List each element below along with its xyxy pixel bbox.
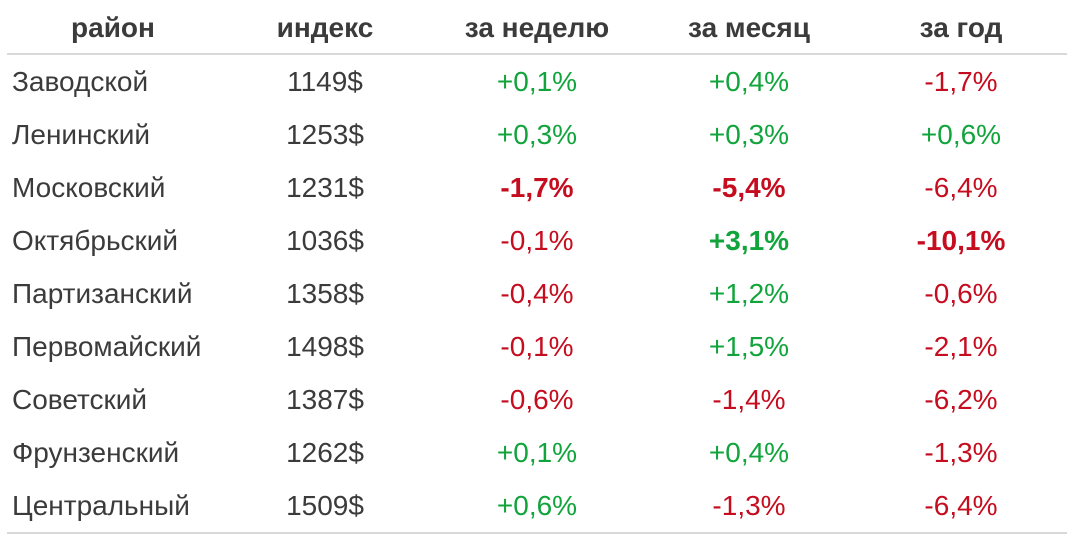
month-change-cell: +0,3%: [708, 119, 790, 150]
index-value-cell: 1358$: [286, 278, 364, 309]
year-change-cell: -6,4%: [855, 479, 1067, 534]
district-name-cell: Партизанский: [12, 278, 193, 309]
week-change-cell: -0,1%: [500, 225, 574, 256]
year-change-cell: -1,7%: [924, 66, 998, 97]
week-change-cell: -0,4%: [500, 278, 574, 309]
week-change-cell: -0,1%: [500, 331, 574, 362]
index-value-cell: 1149$: [287, 66, 363, 97]
table-row: Первомайский 1498$ -0,1% +1,5% -2,1%: [7, 320, 1067, 373]
month-change-cell: +3,1%: [708, 225, 790, 256]
district-name-cell: Ленинский: [12, 119, 151, 150]
index-value-cell: 1231$: [286, 172, 364, 203]
table-row: Московский 1231$ -1,7% -5,4% -6,4%: [7, 161, 1067, 214]
month-change-cell: -1,4%: [712, 384, 786, 415]
table-row: Заводской 1149$ +0,1% +0,4% -1,7%: [7, 54, 1067, 108]
month-change-cell: +1,5%: [708, 331, 790, 362]
week-change-cell: -0,6%: [500, 384, 574, 415]
district-name-cell: Октябрьский: [12, 225, 179, 256]
index-value-cell: 1387$: [286, 384, 364, 415]
month-change-cell: -1,3%: [643, 479, 855, 534]
index-value-cell: 1036$: [286, 225, 364, 256]
column-header-week: за неделю: [431, 0, 643, 55]
table-body: Заводской 1149$ +0,1% +0,4% -1,7% Ленинс…: [7, 54, 1067, 534]
table-row: Фрунзенский 1262$ +0,1% +0,4% -1,3%: [7, 426, 1067, 479]
table-row: Ленинский 1253$ +0,3% +0,3% +0,6%: [7, 108, 1067, 161]
week-change-cell: +0,3%: [496, 119, 578, 150]
district-name-cell: Первомайский: [12, 331, 202, 362]
district-price-index-table: район индекс за неделю за месяц за год З…: [7, 0, 1067, 534]
month-change-cell: +0,4%: [708, 437, 790, 468]
column-header-index: индекс: [219, 0, 431, 55]
week-change-cell: +0,1%: [496, 437, 578, 468]
district-price-index-widget: район индекс за неделю за месяц за год З…: [7, 0, 1067, 534]
index-value-cell: 1253$: [286, 119, 364, 150]
district-name-cell: Заводской: [12, 66, 149, 97]
district-name-cell: Центральный: [7, 479, 219, 534]
table-row: Центральный 1509$ +0,6% -1,3% -6,4%: [7, 479, 1067, 534]
table-row: Советский 1387$ -0,6% -1,4% -6,2%: [7, 373, 1067, 426]
month-change-cell: +0,4%: [708, 66, 790, 97]
week-change-cell: -1,7%: [500, 172, 574, 203]
district-name-cell: Московский: [12, 172, 166, 203]
month-change-cell: -5,4%: [712, 172, 786, 203]
year-change-cell: -6,2%: [924, 384, 998, 415]
table-header: район индекс за неделю за месяц за год: [7, 0, 1067, 55]
month-change-cell: +1,2%: [708, 278, 790, 309]
week-change-cell: +0,1%: [496, 66, 578, 97]
year-change-cell: -1,3%: [924, 437, 998, 468]
column-header-month: за месяц: [643, 0, 855, 55]
district-name-cell: Фрунзенский: [12, 437, 180, 468]
index-value-cell: 1509$: [219, 479, 431, 534]
table-row: Партизанский 1358$ -0,4% +1,2% -0,6%: [7, 267, 1067, 320]
week-change-cell: +0,6%: [431, 479, 643, 534]
year-change-cell: +0,6%: [920, 119, 1002, 150]
year-change-cell: -6,4%: [924, 172, 998, 203]
table-header-row: район индекс за неделю за месяц за год: [7, 0, 1067, 55]
year-change-cell: -0,6%: [924, 278, 998, 309]
index-value-cell: 1498$: [286, 331, 364, 362]
table-row: Октябрьский 1036$ -0,1% +3,1% -10,1%: [7, 214, 1067, 267]
index-value-cell: 1262$: [286, 437, 364, 468]
year-change-cell: -2,1%: [924, 331, 998, 362]
year-change-cell: -10,1%: [916, 225, 1006, 256]
district-name-cell: Советский: [12, 384, 148, 415]
column-header-year: за год: [855, 0, 1067, 55]
column-header-district: район: [7, 0, 219, 55]
